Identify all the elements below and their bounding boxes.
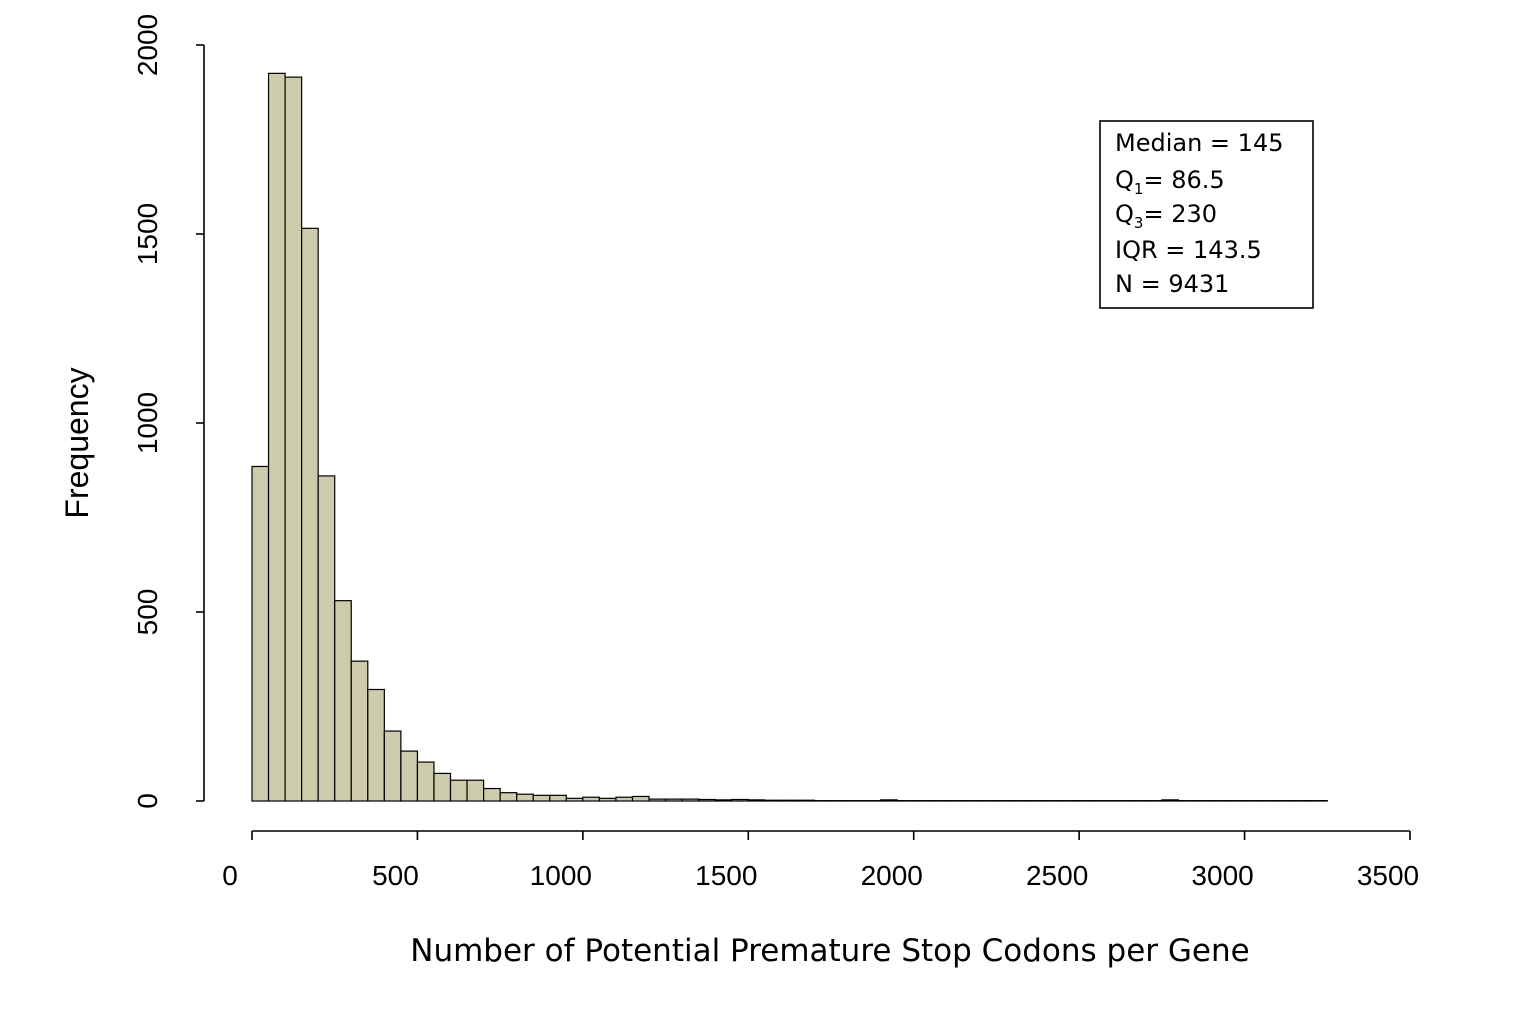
stat-median: Median = 145 xyxy=(1115,129,1283,157)
histogram-bar xyxy=(449,779,468,802)
y-axis-title: Frequency xyxy=(59,367,95,518)
stat-n-label: N xyxy=(1115,270,1133,298)
x-tick-label: 3000 xyxy=(1191,860,1253,891)
stat-q3-subscript: 3 xyxy=(1134,214,1144,232)
stat-q1-value: 86.5 xyxy=(1171,166,1224,194)
y-tick-label: 1000 xyxy=(132,392,163,454)
y-axis-ticks: 0 500 1000 1500 2000 xyxy=(132,14,204,809)
histogram-bar xyxy=(615,796,634,802)
x-tick-label: 1000 xyxy=(530,860,592,891)
histogram-bar xyxy=(317,475,336,802)
histogram-bar xyxy=(565,797,584,802)
histogram-bar xyxy=(334,600,352,802)
histogram-bar xyxy=(598,797,617,802)
stats-box-frame xyxy=(1099,120,1314,309)
histogram-bars xyxy=(251,72,1328,802)
histogram-bar xyxy=(714,799,733,802)
histogram-bar xyxy=(301,227,319,802)
stat-median-value: 145 xyxy=(1238,129,1284,157)
histogram-bar xyxy=(532,794,551,802)
x-tick-label: 500 xyxy=(372,860,419,891)
histogram-bar xyxy=(516,793,534,802)
stat-n-value: 9431 xyxy=(1168,270,1229,298)
stat-iqr-label: IQR xyxy=(1115,236,1158,264)
histogram-bar xyxy=(747,799,766,802)
histogram-bar xyxy=(350,660,369,802)
x-tick-label: 0 xyxy=(222,860,238,891)
histogram-bar xyxy=(664,798,683,802)
histogram-bar xyxy=(681,798,700,802)
histogram-bar xyxy=(251,465,270,802)
histogram-bar xyxy=(367,688,385,802)
summary-stats-box: Median = 145 Q1= 86.5 Q3= 230 IQR = 143.… xyxy=(1099,120,1314,309)
y-tick-label: 2000 xyxy=(132,14,163,76)
histogram-bar xyxy=(797,799,816,802)
histogram-bar xyxy=(267,72,286,802)
stat-q3-value: 230 xyxy=(1171,200,1217,228)
stat-q1-subscript: 1 xyxy=(1134,180,1144,198)
stat-q1: Q1= 86.5 xyxy=(1115,166,1225,198)
x-axis-ticks: 0 500 1000 1500 2000 2500 3000 3500 xyxy=(222,831,1419,891)
x-axis-title: Number of Potential Premature Stop Codon… xyxy=(410,933,1249,969)
y-tick-label: 0 xyxy=(132,793,163,809)
x-tick-label: 2000 xyxy=(861,860,923,891)
histogram-bar xyxy=(698,798,716,802)
histogram-bar xyxy=(466,779,485,802)
histogram-bar xyxy=(383,730,402,802)
stat-iqr: IQR = 143.5 xyxy=(1115,236,1262,264)
histogram-bar xyxy=(416,761,435,802)
stat-iqr-value: 143.5 xyxy=(1193,236,1262,264)
histogram-bar xyxy=(764,799,782,802)
histogram-bar xyxy=(1161,799,1179,802)
histogram-bar xyxy=(648,798,667,802)
histogram-bar xyxy=(483,787,501,802)
y-tick-label: 1500 xyxy=(132,203,163,265)
stat-q3-label: Q xyxy=(1115,200,1134,228)
stat-q1-label: Q xyxy=(1115,166,1134,194)
histogram-bar xyxy=(549,794,567,802)
stat-q3: Q3= 230 xyxy=(1115,200,1217,232)
histogram-bar xyxy=(780,799,799,802)
histogram-bar xyxy=(631,795,650,802)
histogram-bar xyxy=(400,750,419,802)
x-tick-label: 1500 xyxy=(695,860,757,891)
stat-median-label: Median xyxy=(1115,129,1202,157)
y-tick-label: 500 xyxy=(132,589,163,636)
x-tick-label: 2500 xyxy=(1026,860,1088,891)
histogram-bar xyxy=(582,796,600,802)
histogram-bar xyxy=(880,799,898,802)
x-tick-label: 3500 xyxy=(1357,860,1419,891)
histogram-bar xyxy=(731,798,749,802)
stat-n: N = 9431 xyxy=(1115,270,1229,298)
histogram-bar xyxy=(499,792,518,802)
histogram-bar xyxy=(433,772,452,802)
histogram-bar xyxy=(284,76,303,802)
